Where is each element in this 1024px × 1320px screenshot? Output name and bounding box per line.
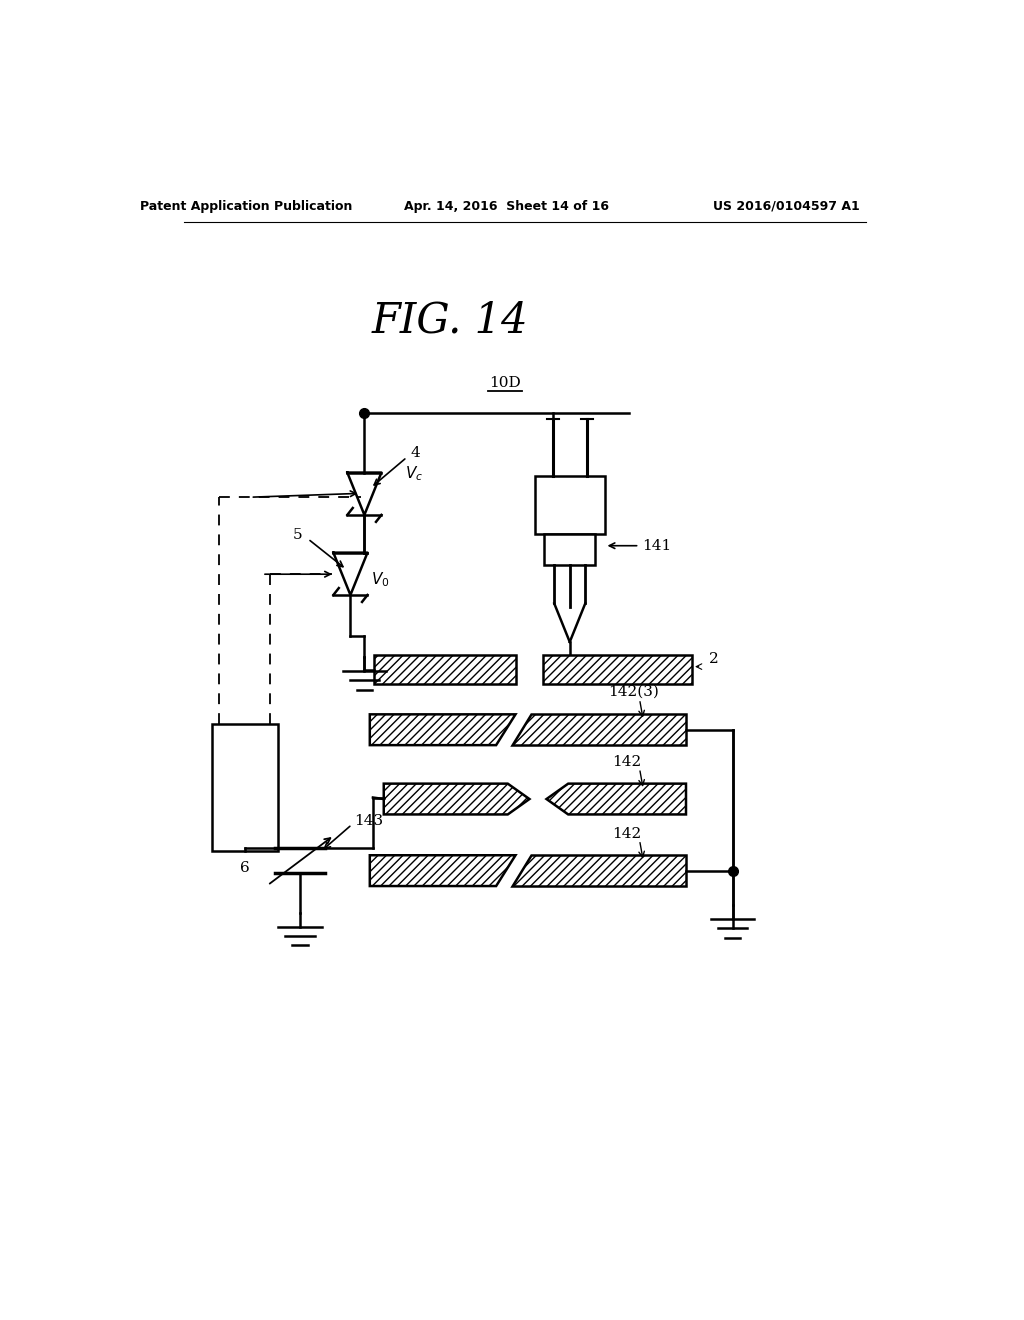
Text: 142(3): 142(3) [608,684,659,698]
Bar [535,477,604,535]
Polygon shape [384,784,529,814]
Text: Patent Application Publication: Patent Application Publication [139,199,352,213]
Text: FIG. 14: FIG. 14 [372,300,528,341]
Text: 143: 143 [354,813,383,828]
Text: 2: 2 [710,652,719,665]
Text: 4: 4 [411,446,421,461]
Text: US 2016/0104597 A1: US 2016/0104597 A1 [714,199,860,213]
Polygon shape [370,855,515,886]
Bar [212,725,278,851]
Polygon shape [512,714,686,744]
Polygon shape [370,714,515,744]
Bar [543,655,692,684]
Polygon shape [547,784,686,814]
Text: 10D: 10D [489,376,521,391]
Bar [375,655,516,684]
Text: 141: 141 [642,539,671,553]
Text: Apr. 14, 2016  Sheet 14 of 16: Apr. 14, 2016 Sheet 14 of 16 [403,199,608,213]
Text: 5: 5 [293,528,302,543]
Text: $V_0$: $V_0$ [371,570,389,589]
Polygon shape [512,855,686,886]
Text: $V_c$: $V_c$ [406,465,424,483]
Text: 142: 142 [612,826,642,841]
Text: 142: 142 [612,755,642,770]
Text: 6: 6 [240,862,250,875]
Bar [544,535,595,565]
